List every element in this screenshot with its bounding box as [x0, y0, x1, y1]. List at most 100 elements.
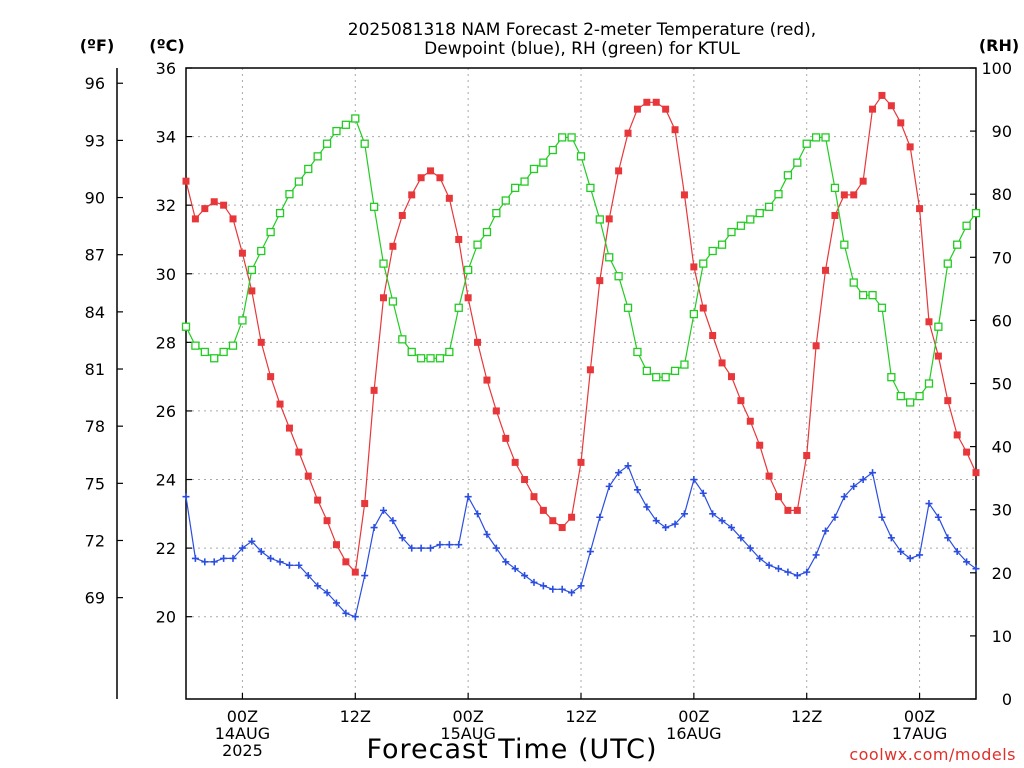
rh-point — [454, 303, 463, 312]
temperature-point — [332, 541, 340, 549]
fahrenheit-tick-label: 72 — [85, 531, 105, 550]
dewpoint-point — [596, 513, 604, 521]
rh-point — [849, 278, 858, 287]
temperature-point — [916, 205, 924, 213]
dewpoint-point — [417, 544, 425, 552]
rh-point — [774, 190, 783, 199]
rh-point — [482, 227, 492, 237]
temperature-point — [220, 201, 228, 209]
rh-point — [266, 227, 275, 237]
rh-point — [567, 133, 576, 142]
temperature-point — [793, 506, 801, 514]
dewpoint-point — [756, 554, 764, 562]
temperature-point — [727, 373, 735, 381]
temperature-point — [389, 242, 397, 250]
series-layer — [181, 91, 981, 621]
temperature-point — [474, 338, 482, 346]
dewpoint-point — [370, 524, 378, 532]
dewpoint-point — [220, 554, 228, 562]
dewpoint-point — [803, 568, 811, 576]
fahrenheit-tick-label: 78 — [85, 417, 105, 436]
temperature-point — [699, 304, 707, 312]
dewpoint-point — [464, 493, 472, 501]
temperature-point — [596, 277, 604, 285]
rh-point — [680, 360, 689, 369]
time-tick-label: 14AUG — [215, 724, 270, 743]
fahrenheit-tick-label: 93 — [85, 131, 105, 150]
temperature-point — [445, 194, 453, 202]
rh-point — [529, 164, 539, 174]
temperature-point — [690, 263, 698, 271]
temperature-point — [210, 198, 218, 206]
rh-point — [285, 190, 294, 199]
time-tick-label: 00Z — [452, 707, 483, 726]
rh-tick-label: 30 — [992, 501, 1012, 520]
dewpoint-point — [727, 524, 735, 532]
temperature-point — [492, 407, 500, 415]
temperature-point — [577, 458, 585, 466]
rh-point — [793, 158, 802, 167]
rh-point — [708, 246, 717, 256]
rh-point — [445, 347, 454, 357]
rh-point — [887, 373, 896, 382]
rh-point — [539, 158, 548, 167]
rh-point — [840, 240, 849, 249]
rh-point — [247, 265, 256, 275]
temperature-point — [191, 215, 199, 223]
dewpoint-point — [267, 554, 275, 562]
dewpoint-point — [276, 558, 284, 566]
temperature-point — [568, 513, 576, 521]
celsius-tick-label: 20 — [156, 608, 176, 627]
temperature-point — [267, 373, 275, 381]
dewpoint-point — [944, 534, 952, 542]
temperature-point — [680, 191, 688, 199]
rh-point — [595, 215, 604, 224]
dewpoint-point — [662, 524, 670, 532]
source-credit: coolwx.com/models — [849, 745, 1016, 764]
temperature-point — [558, 524, 566, 532]
temperature-point — [803, 452, 811, 460]
rh-point — [219, 347, 228, 357]
dewpoint-point — [850, 482, 858, 490]
rh-point — [633, 347, 642, 357]
dewpoint-point — [680, 510, 688, 518]
time-tick-label: 00Z — [227, 707, 258, 726]
celsius-tick-label: 32 — [156, 196, 176, 215]
dewpoint-point — [511, 565, 519, 573]
temperature-point — [455, 235, 463, 243]
temperature-point — [276, 400, 284, 408]
rh-point — [642, 366, 651, 376]
rh-tick-label: 100 — [981, 59, 1012, 78]
temperature-point — [615, 167, 623, 175]
celsius-tick-label: 30 — [156, 265, 176, 284]
temperature-point — [586, 366, 594, 374]
fahrenheit-tick-label: 69 — [85, 589, 105, 608]
rh-point — [934, 322, 943, 331]
temperature-point — [652, 98, 660, 106]
dewpoint-point — [380, 506, 387, 514]
time-tick-label: 00Z — [678, 707, 709, 726]
time-tick-label: 17AUG — [892, 724, 947, 743]
dewpoint-point — [210, 558, 218, 566]
x-axis-title: Forecast Time (UTC) — [366, 734, 657, 765]
rh-point — [717, 240, 727, 249]
rh-point — [388, 297, 398, 306]
temperature-point — [887, 102, 895, 110]
dewpoint-point — [568, 589, 576, 597]
temperature-point — [822, 266, 830, 274]
temperature-point — [285, 424, 293, 432]
dewpoint-point — [671, 520, 679, 528]
dewpoint-point — [521, 572, 529, 580]
dewpoint-point — [699, 489, 707, 497]
dewpoint-point — [822, 527, 830, 535]
rh-point — [257, 246, 266, 256]
rh-point — [736, 221, 746, 230]
dewpoint-point — [737, 534, 745, 542]
temperature-point — [351, 568, 359, 576]
dewpoint-point — [502, 558, 510, 566]
temperature-point — [624, 129, 632, 137]
dewpoint-point — [784, 568, 792, 576]
rh-point — [689, 309, 699, 319]
chart-title-line-1: 2025081318 NAM Forecast 2-meter Temperat… — [348, 20, 816, 40]
rh-point — [896, 391, 905, 401]
